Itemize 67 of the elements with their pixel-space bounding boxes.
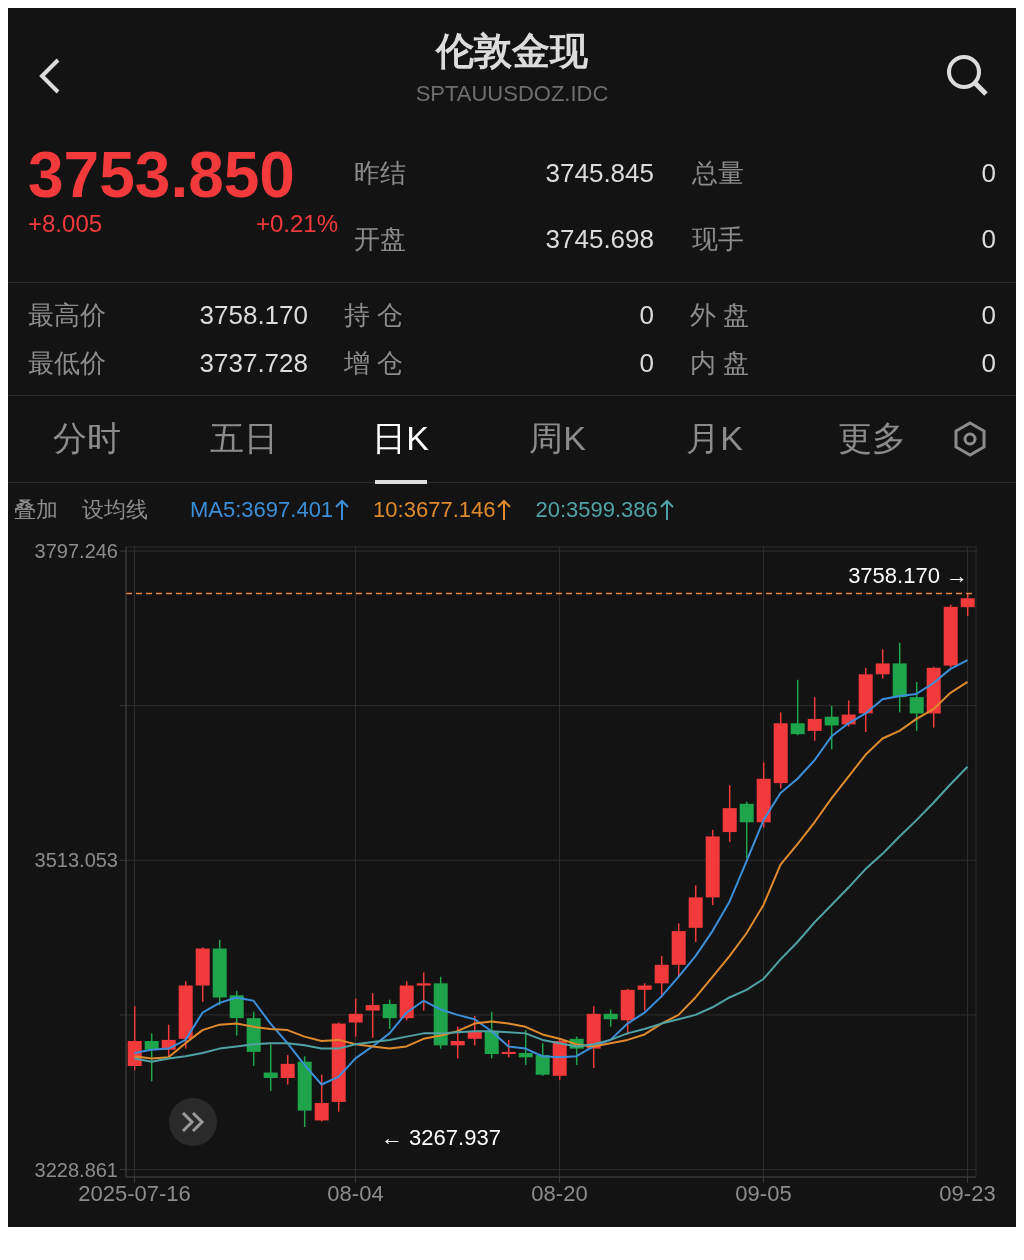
candlestick <box>314 1073 329 1123</box>
x-tick-label: 2025-07-16 <box>78 1180 191 1206</box>
text: 3737.728 <box>198 347 308 379</box>
text: 分时 <box>51 418 122 459</box>
candlestick <box>909 681 924 732</box>
candlestick <box>875 648 890 680</box>
annotation: ← 3267.937 <box>381 1124 501 1150</box>
candlestick <box>739 800 754 859</box>
x-tick-label: 09-23 <box>939 1180 996 1206</box>
text: 内 盘 <box>690 346 751 380</box>
text: 现手 <box>692 222 745 256</box>
text: 持 仓 <box>344 298 405 332</box>
candlestick <box>535 1042 550 1077</box>
legend-label: 10:3677.146 <box>373 497 496 523</box>
text: 3745.698 <box>544 223 654 255</box>
text: 外 盘 <box>690 298 751 332</box>
text: 最低价 <box>28 346 107 380</box>
text: 3745.845 <box>544 157 654 189</box>
text: 0 <box>980 157 996 189</box>
y-tick-label: 3513.053 <box>34 849 118 872</box>
candlestick <box>518 1029 533 1066</box>
chart-subtitle: SPTAUUSDOZ.IDC <box>414 81 610 107</box>
candlestick <box>790 679 805 736</box>
candlestick <box>637 982 652 1012</box>
x-tick-label: 08-04 <box>327 1180 384 1206</box>
candlestick <box>824 705 839 751</box>
text: 最高价 <box>28 298 107 332</box>
text: 五日 <box>208 418 279 459</box>
text: +0.21% <box>255 210 338 238</box>
candlestick <box>416 971 431 1012</box>
candlestick <box>807 696 822 742</box>
ref-line-label: 3758.170 → <box>848 563 968 589</box>
text: 总量 <box>692 156 745 190</box>
text: 0 <box>980 299 996 331</box>
text: 3758.170 <box>198 299 308 331</box>
candlestick <box>365 992 380 1039</box>
text: 增 仓 <box>344 346 405 380</box>
candlestick <box>722 784 737 843</box>
text: 0 <box>638 299 654 331</box>
text: 开盘 <box>354 222 407 256</box>
y-tick-label: 3797.246 <box>34 540 118 563</box>
candlestick <box>484 1010 499 1060</box>
text: 3753.850 <box>28 139 296 211</box>
text: 0 <box>980 347 996 379</box>
text: 叠加 <box>14 496 58 524</box>
candlestick <box>382 998 397 1030</box>
x-tick-label: 09-05 <box>735 1180 792 1206</box>
candlestick <box>280 1054 295 1086</box>
candlestick <box>229 990 244 1037</box>
text: +8.005 <box>28 210 103 238</box>
text: 月K <box>685 418 744 459</box>
candlestick <box>960 592 975 617</box>
text: 更多 <box>836 418 907 459</box>
text: 周K <box>528 418 587 459</box>
legend-label: 20:3599.386 <box>535 497 658 523</box>
text: 昨结 <box>354 156 407 190</box>
chart-title: 伦敦金现 <box>434 29 589 74</box>
candlestick <box>263 1043 278 1092</box>
y-tick-label: 3228.861 <box>34 1158 118 1181</box>
legend-label: MA5:3697.401 <box>190 497 334 523</box>
x-tick-label: 08-20 <box>531 1180 588 1206</box>
text: 日K <box>371 418 430 459</box>
candlestick <box>450 1026 465 1060</box>
text: 0 <box>638 347 654 379</box>
text: 设均线 <box>82 496 148 524</box>
text: 0 <box>980 223 996 255</box>
candlestick <box>348 997 363 1038</box>
